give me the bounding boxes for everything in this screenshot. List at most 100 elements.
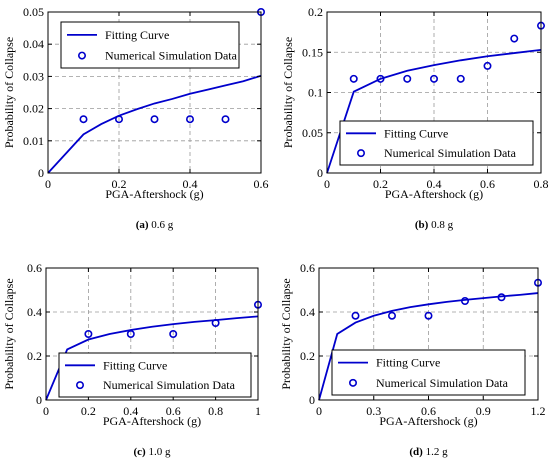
legend: Fitting Curve Numerical Simulation Data (58, 352, 252, 398)
y-tick-label: 0.2 (300, 349, 315, 363)
data-point-marker (510, 34, 519, 43)
y-tick-label: 0.4 (27, 305, 42, 319)
caption-text: 0.8 g (428, 219, 453, 231)
x-tick-label: 1.2 (531, 404, 546, 418)
x-tick-label: 0.8 (534, 177, 549, 191)
legend-entry-simulation-data: Numerical Simulation Data (103, 378, 236, 392)
x-tick-label: 0 (43, 404, 49, 418)
caption-letter: (c) (134, 446, 147, 458)
chart-panel-b: 0 0.2 0.4 0.6 0.8 0 0.05 0.1 0.15 0.2 Fitting Cur… (281, 5, 549, 231)
y-tick-label: 0.2 (308, 5, 323, 19)
x-tick-label: 0.6 (254, 177, 269, 191)
fitting-curve-line (47, 74, 262, 174)
series-layer (47, 8, 265, 174)
x-tick-label: 0.3 (366, 404, 381, 418)
data-point-marker (186, 115, 195, 124)
x-tick-label: 0.6 (166, 404, 181, 418)
legend: Fitting Curve Numerical Simulation Data (60, 21, 240, 69)
legend: Fitting Curve Numerical Simulation Data (339, 120, 534, 166)
y-tick-label: 0.05 (23, 5, 44, 19)
panel-caption: (a) 0.6 g (136, 219, 174, 231)
axis-ticks: 0 0.2 0.4 0.6 0.8 0 0.05 0.1 0.15 0.2 (302, 5, 549, 191)
x-tick-label: 0.6 (480, 177, 495, 191)
data-point-marker (351, 311, 360, 320)
x-tick-label: 0.8 (208, 404, 223, 418)
data-point-marker (84, 329, 93, 338)
y-axis-label: Probability of Collapse (281, 37, 295, 148)
x-tick-label: 0 (45, 177, 51, 191)
x-tick-label: 0.9 (476, 404, 491, 418)
chart-panel-d: 0 0.3 0.6 0.9 1.2 0 0.2 0.4 0.6 Fitting Curve Nu… (279, 261, 546, 458)
legend-box (331, 349, 526, 396)
x-tick-label: 1 (255, 404, 261, 418)
legend-entry-simulation-data: Numerical Simulation Data (384, 146, 517, 160)
fitting-curve-line (318, 292, 539, 401)
chart-panel-c: 0 0.2 0.4 0.6 0.8 1 0 0.2 0.4 0.6 Fitting Curve N… (2, 261, 263, 458)
y-tick-label: 0.1 (308, 86, 323, 100)
x-tick-label: 0.4 (427, 177, 442, 191)
legend-entry-fitting-curve: Fitting Curve (103, 358, 167, 372)
x-tick-label: 0 (316, 404, 322, 418)
axis-ticks: 0 0.3 0.6 0.9 1.2 0 0.2 0.4 0.6 (300, 261, 546, 418)
data-point-marker (115, 115, 124, 124)
data-point-marker (169, 329, 178, 338)
panel-caption: (d) 1.2 g (409, 446, 448, 458)
y-tick-label: 0 (36, 393, 42, 407)
x-tick-label: 0.6 (421, 404, 436, 418)
data-point-marker (221, 115, 230, 124)
legend-entry-fitting-curve: Fitting Curve (376, 356, 440, 370)
y-tick-label: 0.6 (300, 261, 315, 275)
data-point-marker (424, 311, 433, 320)
data-point-marker (211, 318, 220, 327)
y-tick-label: 0 (317, 166, 323, 180)
chart-panel-a: 0 0.2 0.4 0.6 0 0.01 0.02 0.03 0.04 0.05 Fitting … (2, 5, 269, 231)
x-tick-label: 0.2 (373, 177, 388, 191)
caption-text: 1.0 g (146, 446, 171, 458)
caption-letter: (a) (136, 219, 149, 231)
legend-box (58, 352, 252, 398)
y-axis-label: Probability of Collapse (279, 278, 293, 389)
x-axis-label: PGA-Aftershock (g) (379, 414, 477, 428)
y-tick-label: 0.02 (23, 102, 44, 116)
x-tick-label: 0.4 (123, 404, 138, 418)
y-tick-label: 0.05 (302, 126, 323, 140)
legend-marker-symbol (356, 149, 365, 158)
data-point-marker (483, 61, 492, 70)
caption-text: 1.2 g (423, 446, 448, 458)
x-tick-label: 0 (324, 177, 330, 191)
data-point-marker (429, 74, 438, 83)
y-tick-label: 0.15 (302, 45, 323, 59)
data-point-marker (403, 74, 412, 83)
axis-ticks: 0 0.2 0.4 0.6 0 0.01 0.02 0.03 0.04 0.05 (23, 5, 269, 191)
legend-box (339, 120, 534, 166)
fitting-curve-line (326, 48, 542, 174)
data-point-marker (376, 74, 385, 83)
legend-box (60, 21, 240, 69)
y-tick-label: 0.2 (27, 349, 42, 363)
x-tick-label: 0.2 (112, 177, 127, 191)
legend: Fitting Curve Numerical Simulation Data (331, 349, 526, 396)
x-axis-label: PGA-Aftershock (g) (103, 414, 201, 428)
legend-marker-symbol (348, 378, 357, 387)
y-tick-label: 0.6 (27, 261, 42, 275)
axis-ticks: 0 0.2 0.4 0.6 0.8 1 0 0.2 0.4 0.6 (27, 261, 261, 418)
legend-marker-symbol (76, 381, 85, 390)
data-point-marker (456, 74, 465, 83)
panel-caption: (b) 0.8 g (415, 219, 454, 231)
x-tick-label: 0.4 (183, 177, 198, 191)
y-tick-label: 0 (38, 166, 44, 180)
x-axis-label: PGA-Aftershock (g) (385, 187, 483, 201)
data-point-marker (387, 311, 396, 320)
y-axis-label: Probability of Collapse (2, 278, 16, 389)
x-axis-label: PGA-Aftershock (g) (105, 187, 203, 201)
panel-caption: (c) 1.0 g (134, 446, 171, 458)
data-point-marker (126, 329, 135, 338)
y-tick-label: 0.04 (23, 37, 44, 51)
legend-entry-fitting-curve: Fitting Curve (105, 28, 169, 42)
plot-frame (45, 267, 259, 401)
legend-marker-symbol (78, 51, 87, 60)
data-point-marker (349, 74, 358, 83)
caption-text: 0.6 g (149, 219, 174, 231)
y-tick-label: 0.03 (23, 69, 44, 83)
